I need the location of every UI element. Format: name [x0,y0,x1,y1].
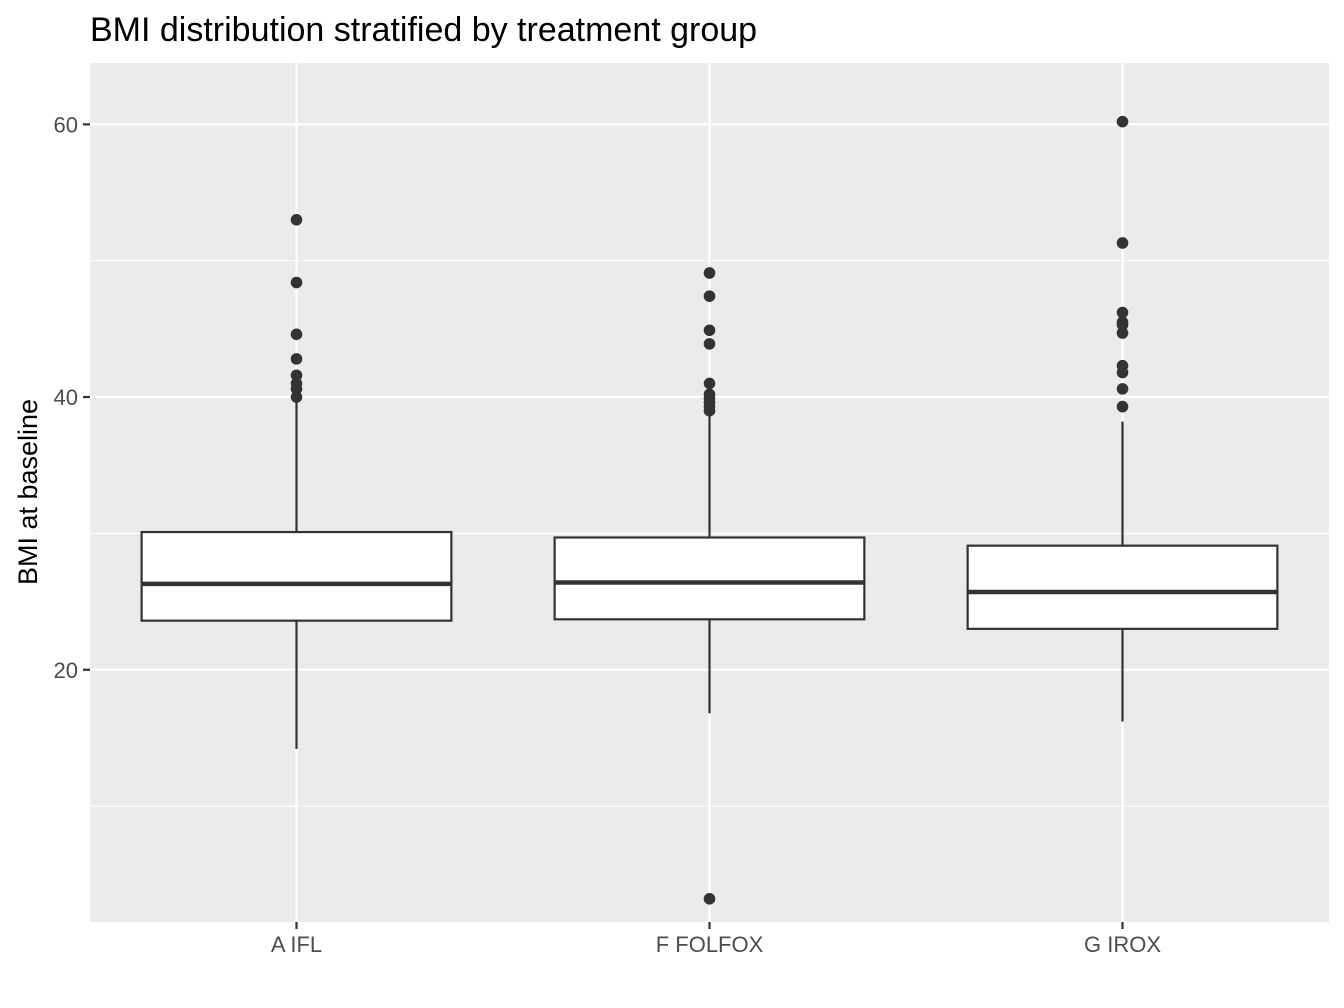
box-group [553,267,866,905]
outlier-point [703,377,716,390]
y-tick-label: 20 [54,658,78,683]
outlier-point [703,893,716,905]
outlier-point [290,328,303,341]
x-tick-label: F FOLFOX [656,932,764,957]
outlier-point [290,391,303,403]
outlier-point [290,214,303,226]
outlier-point [1116,115,1129,128]
x-axis: A IFL F FOLFOX G IROX [271,922,1161,957]
box-group [966,115,1279,722]
outlier-point [703,388,716,401]
box-group [140,214,453,749]
outlier-point [290,369,303,382]
x-tick-label: A IFL [271,932,322,957]
outlier-point [1116,306,1129,319]
outlier-point [1116,327,1129,339]
outlier-point [290,353,303,365]
box-series [140,115,1279,905]
outlier-point [1116,316,1129,328]
box-iqr [966,544,1279,630]
outlier-point [290,276,303,289]
outlier-point [1116,383,1129,395]
x-tick-label: G IROX [1084,932,1161,957]
outlier-point [290,377,303,390]
box-iqr [140,530,453,622]
y-axis-label: BMI at baseline [13,399,43,585]
outlier-point [703,338,716,350]
y-axis: 20 40 60 [54,112,90,683]
outlier-point [703,324,716,337]
outlier-point [703,290,716,302]
box-iqr [553,536,866,621]
y-tick-label: 60 [54,112,78,137]
outlier-point [1116,237,1129,249]
outlier-point [1116,359,1129,372]
y-tick-label: 40 [54,385,78,410]
chart-title: BMI distribution stratified by treatment… [90,11,757,49]
outlier-point [703,267,716,279]
outlier-point [1116,400,1129,413]
